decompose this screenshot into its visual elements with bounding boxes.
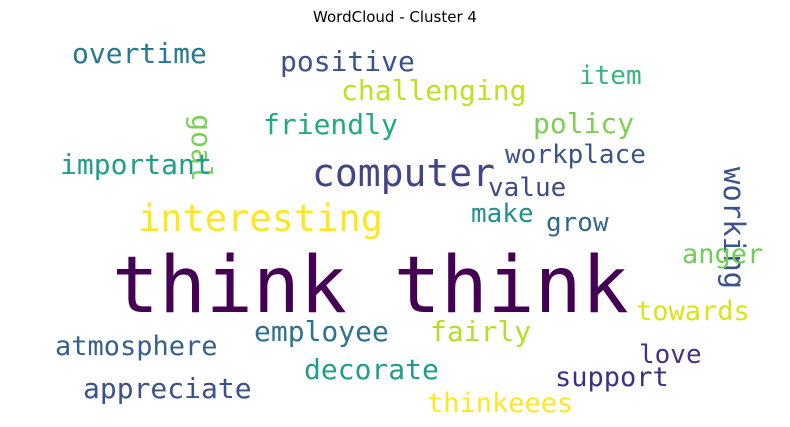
word-towards: towards	[636, 296, 750, 327]
word-goal: goal	[185, 114, 218, 181]
word-love: love	[639, 340, 702, 370]
word-working: working	[717, 167, 751, 289]
word-atmosphere: atmosphere	[55, 331, 218, 362]
word-fairly: fairly	[430, 315, 531, 348]
word-think-think: think think	[112, 241, 629, 331]
word-important: important	[60, 148, 212, 181]
word-anger: anger	[682, 239, 763, 270]
word-interesting: interesting	[138, 197, 383, 240]
word-support: support	[555, 362, 669, 393]
chart-title: WordCloud - Cluster 4	[313, 8, 477, 26]
word-value: value	[488, 173, 566, 203]
word-friendly: friendly	[263, 108, 398, 141]
word-policy: policy	[533, 107, 634, 140]
word-overtime: overtime	[72, 37, 207, 70]
word-employee: employee	[254, 315, 389, 348]
word-positive: positive	[280, 45, 415, 78]
word-computer: computer	[312, 151, 495, 195]
word-workplace: workplace	[505, 140, 646, 170]
word-challenging: challenging	[341, 74, 526, 107]
word-make: make	[471, 199, 534, 229]
word-thinkeees: thinkeees	[427, 388, 573, 419]
word-item: item	[579, 61, 642, 91]
word-appreciate: appreciate	[83, 372, 252, 405]
word-grow: grow	[546, 208, 609, 238]
word-decorate: decorate	[304, 353, 439, 386]
